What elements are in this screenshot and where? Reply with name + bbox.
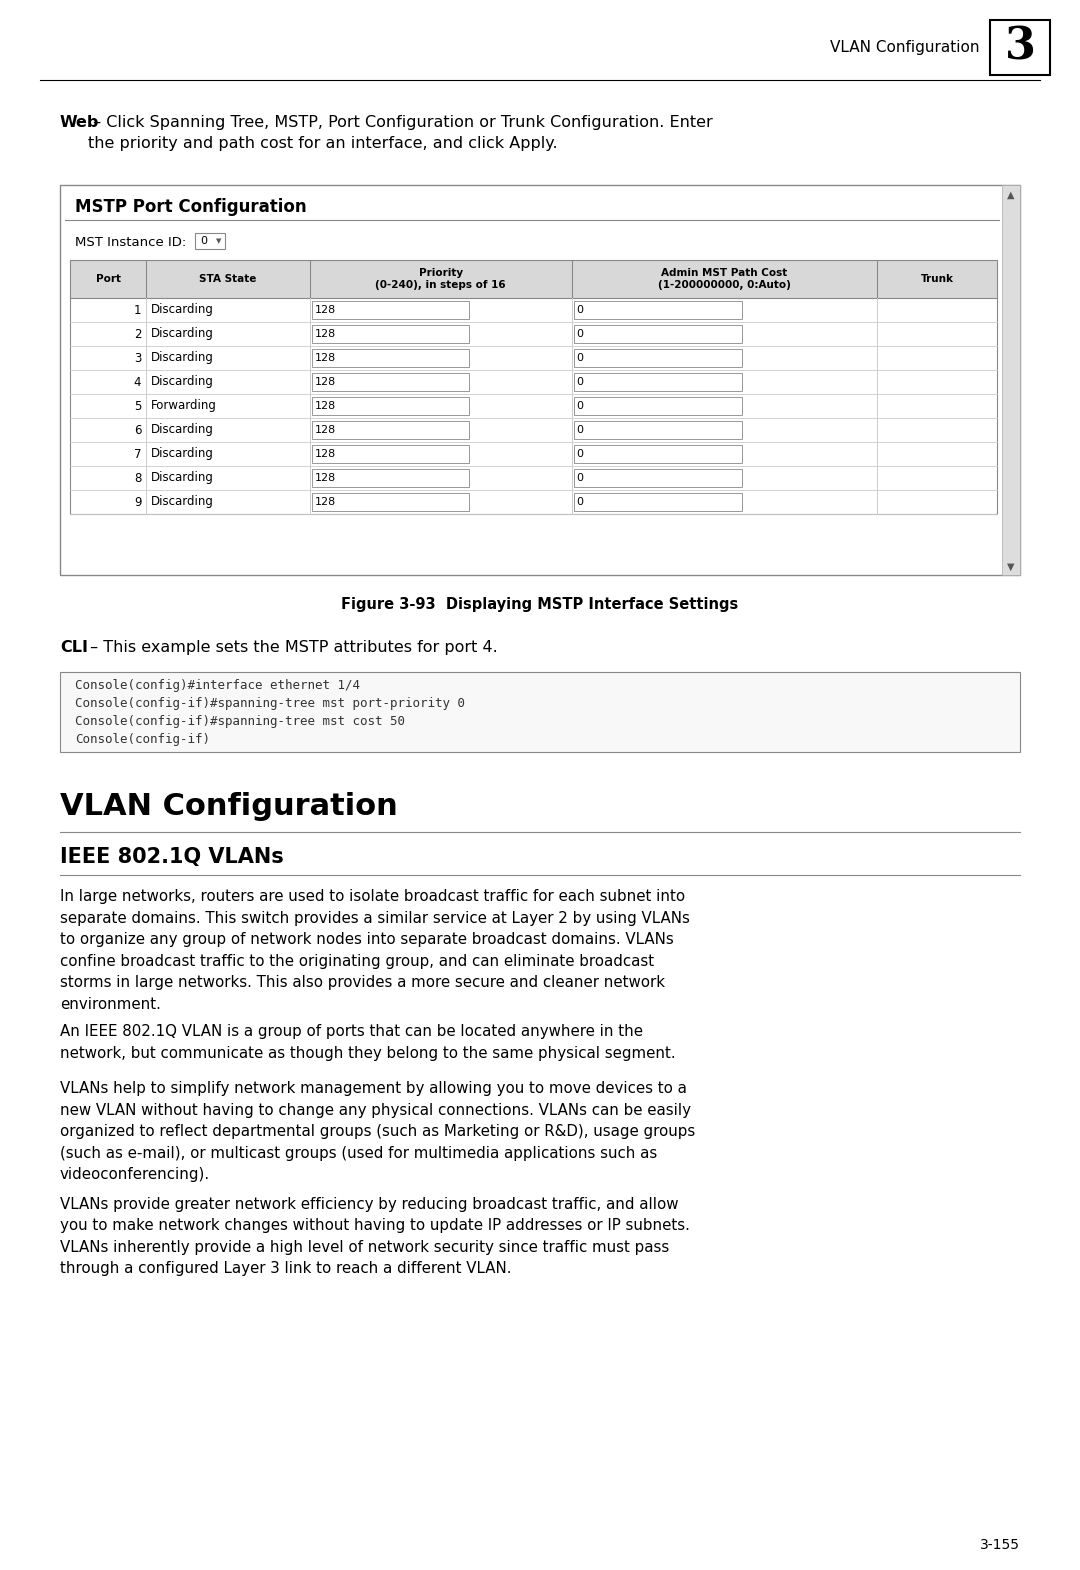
Text: 0: 0 xyxy=(577,377,583,386)
Text: Trunk: Trunk xyxy=(920,275,954,284)
Text: An IEEE 802.1Q VLAN is a group of ports that can be located anywhere in the
netw: An IEEE 802.1Q VLAN is a group of ports … xyxy=(60,1024,676,1061)
Text: MST Instance ID:: MST Instance ID: xyxy=(75,237,186,250)
Bar xyxy=(573,421,742,440)
Bar xyxy=(70,261,997,298)
Text: 7: 7 xyxy=(134,447,141,460)
Text: Port: Port xyxy=(96,275,121,284)
Text: 0: 0 xyxy=(577,425,583,435)
Text: Discarding: Discarding xyxy=(151,471,214,485)
Bar xyxy=(573,469,742,487)
Bar xyxy=(312,325,469,342)
Text: 128: 128 xyxy=(315,400,336,411)
Text: Discarding: Discarding xyxy=(151,424,214,436)
Text: Console(config)#interface ethernet 1/4: Console(config)#interface ethernet 1/4 xyxy=(75,680,360,692)
Text: 128: 128 xyxy=(315,330,336,339)
Bar xyxy=(312,397,469,414)
Text: STA State: STA State xyxy=(200,275,257,284)
Bar xyxy=(70,261,997,513)
Text: Web: Web xyxy=(60,115,99,130)
Text: Figure 3-93  Displaying MSTP Interface Settings: Figure 3-93 Displaying MSTP Interface Se… xyxy=(341,598,739,612)
Text: 0: 0 xyxy=(577,353,583,363)
Bar xyxy=(312,493,469,510)
Text: 8: 8 xyxy=(134,471,141,485)
Text: IEEE 802.1Q VLANs: IEEE 802.1Q VLANs xyxy=(60,846,284,867)
Text: Discarding: Discarding xyxy=(151,328,214,341)
Text: 0: 0 xyxy=(200,236,207,246)
Text: 2: 2 xyxy=(134,328,141,341)
Text: 4: 4 xyxy=(134,375,141,388)
Text: 1: 1 xyxy=(134,303,141,317)
Bar xyxy=(990,20,1050,75)
Text: Console(config-if)#spanning-tree mst cost 50: Console(config-if)#spanning-tree mst cos… xyxy=(75,716,405,728)
Bar xyxy=(573,397,742,414)
Text: Console(config-if)#spanning-tree mst port-priority 0: Console(config-if)#spanning-tree mst por… xyxy=(75,697,465,711)
Text: 0: 0 xyxy=(577,400,583,411)
Text: ▼: ▼ xyxy=(216,239,221,243)
Bar xyxy=(60,672,1020,752)
Bar xyxy=(60,185,1020,575)
Text: 6: 6 xyxy=(134,424,141,436)
Text: In large networks, routers are used to isolate broadcast traffic for each subnet: In large networks, routers are used to i… xyxy=(60,889,690,1013)
Bar xyxy=(312,469,469,487)
Bar xyxy=(573,493,742,510)
Text: 3-155: 3-155 xyxy=(980,1539,1020,1553)
Bar xyxy=(312,444,469,463)
Text: Discarding: Discarding xyxy=(151,375,214,388)
Text: 0: 0 xyxy=(577,449,583,458)
Text: VLAN Configuration: VLAN Configuration xyxy=(831,39,980,55)
Text: Admin MST Path Cost
(1-200000000, 0:Auto): Admin MST Path Cost (1-200000000, 0:Auto… xyxy=(658,268,791,290)
Text: 128: 128 xyxy=(315,473,336,484)
Text: 128: 128 xyxy=(315,377,336,386)
Text: Priority
(0-240), in steps of 16: Priority (0-240), in steps of 16 xyxy=(376,268,507,290)
Text: 128: 128 xyxy=(315,305,336,316)
Text: Discarding: Discarding xyxy=(151,352,214,364)
Bar xyxy=(312,349,469,367)
Text: MSTP Port Configuration: MSTP Port Configuration xyxy=(75,198,307,217)
Bar xyxy=(573,325,742,342)
Text: ▲: ▲ xyxy=(1008,190,1015,199)
Bar xyxy=(573,444,742,463)
Bar xyxy=(312,374,469,391)
Text: 128: 128 xyxy=(315,353,336,363)
Bar xyxy=(573,349,742,367)
Text: 5: 5 xyxy=(134,399,141,413)
Text: – This example sets the MSTP attributes for port 4.: – This example sets the MSTP attributes … xyxy=(85,641,498,655)
Text: Forwarding: Forwarding xyxy=(151,399,217,413)
Bar xyxy=(1002,185,1020,575)
Text: VLAN Configuration: VLAN Configuration xyxy=(60,791,397,821)
Text: Discarding: Discarding xyxy=(151,447,214,460)
Text: ▼: ▼ xyxy=(1008,562,1015,571)
Text: CLI: CLI xyxy=(60,641,87,655)
Bar xyxy=(312,301,469,319)
Text: 3: 3 xyxy=(1004,27,1036,69)
Text: 0: 0 xyxy=(577,330,583,339)
Text: Console(config-if): Console(config-if) xyxy=(75,733,210,746)
Text: – Click Spanning Tree, MSTP, Port Configuration or Trunk Configuration. Enter
th: – Click Spanning Tree, MSTP, Port Config… xyxy=(87,115,713,151)
Text: 0: 0 xyxy=(577,473,583,484)
Bar xyxy=(573,301,742,319)
Text: VLANs provide greater network efficiency by reducing broadcast traffic, and allo: VLANs provide greater network efficiency… xyxy=(60,1196,690,1276)
Bar xyxy=(312,421,469,440)
Text: 128: 128 xyxy=(315,449,336,458)
Bar xyxy=(195,232,225,250)
Text: 9: 9 xyxy=(134,496,141,509)
Text: 3: 3 xyxy=(134,352,141,364)
Text: Discarding: Discarding xyxy=(151,496,214,509)
Bar xyxy=(573,374,742,391)
Text: 0: 0 xyxy=(577,498,583,507)
Text: VLANs help to simplify network management by allowing you to move devices to a
n: VLANs help to simplify network managemen… xyxy=(60,1082,696,1182)
Text: Discarding: Discarding xyxy=(151,303,214,317)
Text: 0: 0 xyxy=(577,305,583,316)
Text: 128: 128 xyxy=(315,425,336,435)
Text: 128: 128 xyxy=(315,498,336,507)
